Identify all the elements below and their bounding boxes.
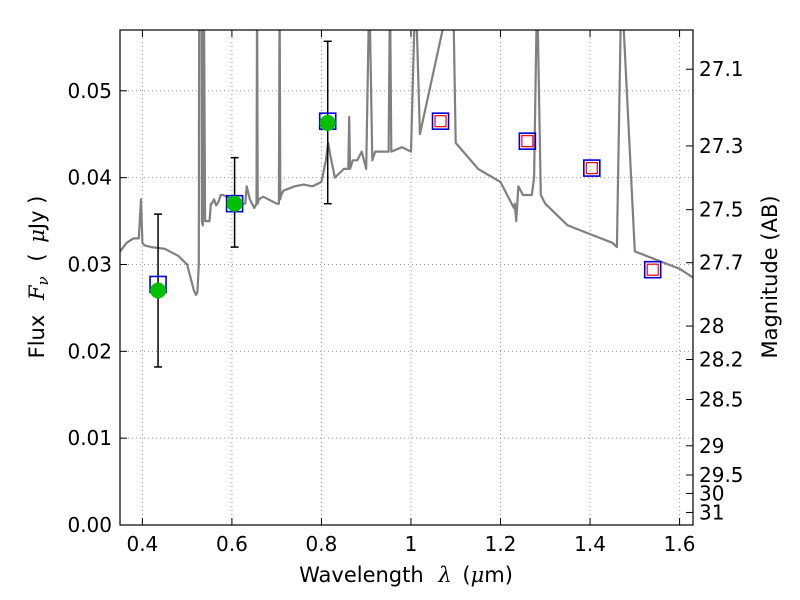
y2-tick-label: 28.5 — [699, 387, 744, 411]
y2-tick-label: 29.5 — [699, 463, 744, 487]
y2-tick-label: 27.1 — [699, 57, 744, 81]
y-tick-label: 0.04 — [67, 166, 112, 190]
plot-frame — [119, 29, 694, 526]
y2-axis-title: Magnitude (AB) — [758, 195, 782, 358]
model-spectrum-line — [120, 30, 693, 296]
x-axis-title: Wavelength λ (μm) — [299, 563, 513, 587]
observed-flux-point — [226, 195, 243, 212]
y2-tick-label: 28.2 — [699, 348, 744, 372]
x-tick-label: 1.4 — [574, 532, 606, 556]
x-tick-label: 1 — [405, 532, 418, 556]
predicted-flux-square — [646, 263, 659, 276]
y-tick-label: 0.00 — [67, 513, 112, 537]
grid — [120, 30, 693, 525]
y-axis-title: Flux Fν ( μJy ) — [25, 196, 53, 359]
x-tick-label: 0.8 — [306, 532, 338, 556]
x-tick-label: 1.2 — [485, 532, 517, 556]
y-tick-label: 0.03 — [67, 252, 112, 276]
predicted-flux-square — [521, 135, 534, 148]
y-tick-label: 0.01 — [67, 426, 112, 450]
x-tick-label: 0.6 — [216, 532, 248, 556]
y2-tick-label: 29 — [699, 434, 724, 458]
y2-tick-label: 27.7 — [699, 251, 744, 275]
y2-tick-label: 27.5 — [699, 198, 744, 222]
model-band-square — [583, 159, 601, 177]
model-band-square — [643, 260, 662, 279]
y2-tick-label: 31 — [699, 500, 724, 524]
y2-tick-label: 30 — [699, 481, 724, 505]
x-tick-label: 1.6 — [664, 532, 696, 556]
observed-flux-point — [150, 282, 167, 299]
y-tick-label: 0.05 — [67, 79, 112, 103]
y2-tick-label: 27.3 — [699, 134, 744, 158]
markers — [149, 40, 662, 368]
ticks: 0.4 0.6 0.8 1 1.2 1.4 1.6 0.00 0.01 0.02 0.03 0.04 0… — [67, 30, 744, 556]
x-tick-label: 0.4 — [126, 532, 158, 556]
y2-tick-label: 28 — [699, 314, 724, 338]
observed-flux-point — [319, 114, 336, 131]
predicted-flux-square — [434, 115, 447, 128]
model-band-square — [431, 112, 450, 130]
y-tick-label: 0.02 — [67, 339, 112, 363]
model-band-square — [518, 132, 537, 150]
predicted-flux-square — [585, 161, 598, 175]
